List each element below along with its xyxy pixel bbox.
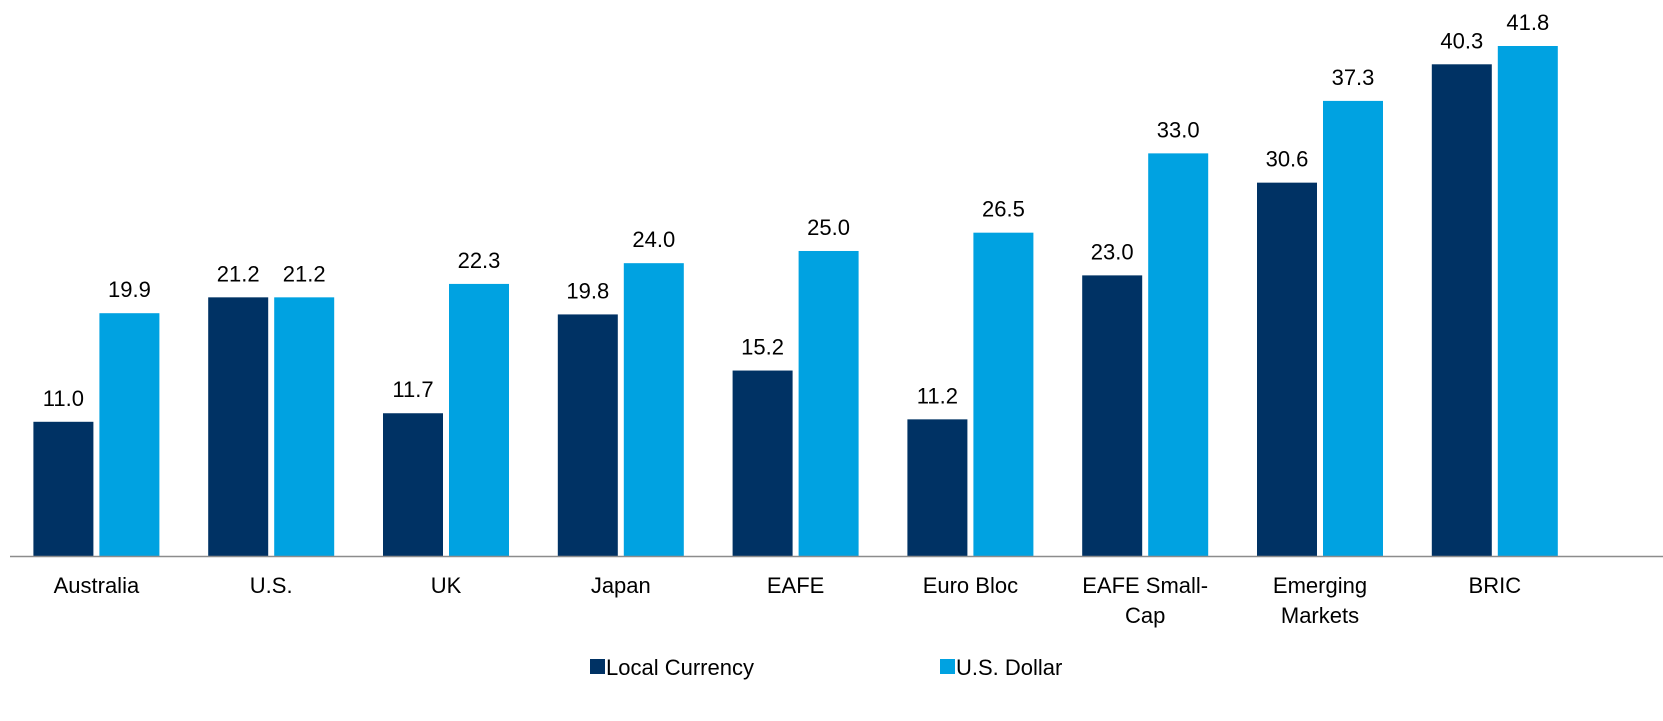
bar (33, 421, 94, 556)
bar (274, 297, 335, 556)
legend-label: Local Currency (606, 655, 754, 680)
value-label: 41.8 (1506, 10, 1549, 35)
legend-label: U.S. Dollar (956, 655, 1062, 680)
legend-swatch (940, 659, 955, 674)
value-label: 26.5 (982, 197, 1025, 222)
bar (973, 232, 1034, 557)
value-label: 23.0 (1091, 239, 1134, 264)
value-label: 11.7 (392, 377, 433, 402)
bar (732, 370, 793, 556)
value-label: 11.0 (43, 386, 84, 411)
bar (1082, 275, 1143, 556)
x-tick-label: BRIC (1468, 573, 1522, 598)
value-label: 40.3 (1440, 28, 1483, 53)
value-label: 24.0 (632, 227, 675, 252)
x-tick-label: EAFE Small- Cap (1082, 573, 1209, 628)
value-label: 19.8 (566, 278, 609, 303)
bar (557, 314, 618, 556)
x-tick-label: UK (430, 573, 462, 598)
bar (1323, 100, 1383, 557)
bar (99, 313, 160, 556)
x-tick-label: Emerging Markets (1272, 573, 1368, 628)
value-label: 21.2 (283, 261, 326, 286)
x-tick-label: Japan (590, 573, 651, 598)
x-tick-label: EAFE (766, 573, 825, 598)
bar (907, 419, 968, 556)
value-label: 11.2 (917, 383, 958, 408)
value-label: 30.6 (1266, 147, 1309, 172)
x-tick-label: Australia (53, 573, 140, 598)
value-label: 19.9 (108, 277, 151, 302)
bar (1148, 153, 1209, 557)
bar (1431, 64, 1492, 556)
value-label: 33.0 (1157, 117, 1200, 142)
bar (449, 283, 509, 556)
bar (383, 413, 443, 556)
value-label: 25.0 (807, 215, 850, 240)
value-label: 37.3 (1332, 65, 1375, 90)
bar (623, 263, 684, 556)
bar (1257, 182, 1317, 557)
bar (1497, 46, 1558, 556)
legend-swatch (590, 659, 605, 674)
x-tick-label: Euro Bloc (922, 573, 1019, 598)
bar (208, 297, 269, 556)
value-label: 15.2 (741, 335, 784, 360)
value-label: 22.3 (458, 248, 501, 273)
bar (798, 250, 859, 556)
x-tick-label: U.S. (249, 573, 293, 598)
value-label: 21.2 (217, 261, 260, 286)
